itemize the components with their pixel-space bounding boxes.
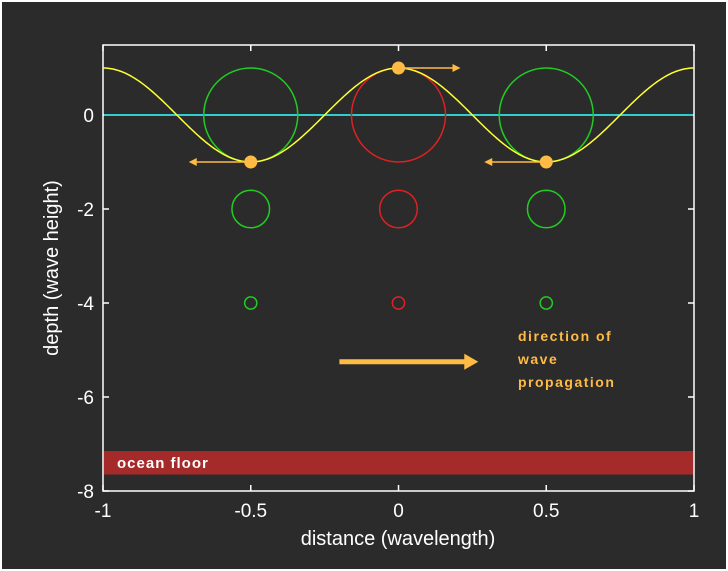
water-particle-dot: [244, 155, 258, 169]
propagation-label-line: propagation: [518, 374, 615, 390]
trough-orbit-circle: [539, 296, 554, 310]
trough-orbit-circle: [243, 296, 258, 310]
trough-orbit-circle: [526, 189, 566, 229]
propagation-indicator: direction of wave propagation: [339, 328, 615, 390]
x-tick-label: -1: [95, 501, 112, 522]
particle-motion-arrowhead: [484, 158, 493, 166]
x-tick-label: 0.5: [533, 501, 559, 522]
y-axis-label: depth (wave height): [41, 180, 63, 356]
x-tick-label: 0: [393, 501, 404, 522]
water-particle-dot: [392, 61, 405, 75]
y-tick-label: 0: [83, 106, 94, 127]
x-axis-label: distance (wavelength): [301, 528, 496, 550]
ocean-floor-band: [104, 451, 693, 475]
y-tick-label: -8: [77, 482, 94, 503]
propagation-label-line: wave: [517, 351, 558, 367]
water-particles: [188, 61, 553, 169]
crest-orbit-circle: [391, 296, 406, 310]
y-tick-label: -2: [77, 200, 94, 221]
trough-orbit-circle: [231, 189, 271, 229]
axis-ticks: -1 -0.5 0 0.5 1 0 -2 -4 -6 -8: [77, 45, 699, 522]
particle-motion-arrowhead: [188, 158, 197, 166]
y-tick-label: -4: [77, 294, 94, 315]
crest-orbit-circle: [378, 189, 419, 229]
ocean-floor-layer: ocean floor: [104, 451, 693, 475]
particle-motion-arrowhead: [452, 64, 461, 72]
y-tick-label: -6: [77, 388, 94, 409]
water-particle-dot: [539, 155, 553, 169]
x-tick-label: 1: [689, 501, 700, 522]
propagation-label-line: direction of: [518, 328, 612, 344]
x-tick-label: -0.5: [234, 501, 267, 522]
propagation-arrow-head: [464, 353, 479, 370]
ocean-floor-label: ocean floor: [117, 455, 209, 472]
